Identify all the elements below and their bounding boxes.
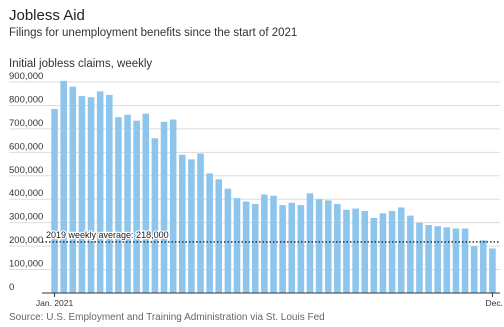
x-tick-label: Jan. 2021 [36,298,74,308]
bar [388,210,396,293]
bar [489,248,496,293]
bar [343,209,350,293]
bar [334,203,341,293]
reference-line-group: 2019 weekly average: 218,000 [42,229,500,243]
bar [361,210,369,293]
bar [142,113,150,294]
bar [324,200,332,293]
bar [379,213,387,293]
y-axis-label: Initial jobless claims, weekly [9,58,153,70]
bar [480,240,487,293]
bar [288,202,296,293]
y-tick-label: 500,000 [9,165,43,176]
bar [215,179,223,293]
y-tick-label: 300,000 [9,212,43,223]
y-axis-ticks: 0 100,000 200,000 300,000 400,000 500,000 600,… [9,71,43,293]
y-tick-label: 700,000 [9,118,43,129]
y-tick-label: 400,000 [9,188,43,199]
y-tick-label: 100,000 [9,259,43,270]
x-axis-ticks: Jan. 2021 Dec. [36,293,503,308]
bar [224,188,232,293]
bar [151,138,159,293]
bar [452,228,460,293]
bar [60,80,67,293]
bar [370,217,378,293]
y-tick-label: 900,000 [9,71,43,82]
bar [133,120,140,293]
bar [169,119,177,293]
bar [188,159,195,293]
y-tick-label: 200,000 [9,235,43,246]
bar [407,215,414,293]
bar [461,228,469,293]
bar [233,198,241,293]
bar [78,96,86,293]
bar [416,222,423,293]
y-tick-label: 600,000 [9,141,43,152]
bar [443,227,451,293]
bars [51,80,496,294]
bar [315,199,323,293]
bar [115,117,122,294]
bar-chart: 0 100,000 200,000 300,000 400,000 500,000 600,… [9,71,503,308]
bar [279,205,286,293]
bar [160,121,168,293]
bar [352,208,359,293]
bar [397,207,405,293]
reference-line-label: 2019 weekly average: 218,000 [46,230,169,240]
source-note: Source: U.S. Employment and Training Adm… [9,312,325,323]
bar [178,154,186,293]
bar [51,108,58,293]
chart-subtitle: Filings for unemployment benefits since … [9,27,298,39]
x-tick-label: Dec. [486,298,503,308]
bar [69,86,77,293]
bar [197,153,204,293]
bar [242,201,250,293]
bar [124,114,131,293]
bar [96,91,104,293]
bar [434,226,441,293]
bar [470,246,478,293]
bar [87,97,95,293]
bar [251,203,259,293]
bar [261,194,268,293]
bar [270,195,277,293]
y-tick-label: 800,000 [9,94,43,105]
bar [297,205,305,293]
chart-title: Jobless Aid [9,7,85,24]
bar [106,94,113,294]
y-tick-label: 0 [9,282,14,293]
bar [206,173,213,293]
bar [425,225,432,293]
bar [306,193,314,293]
